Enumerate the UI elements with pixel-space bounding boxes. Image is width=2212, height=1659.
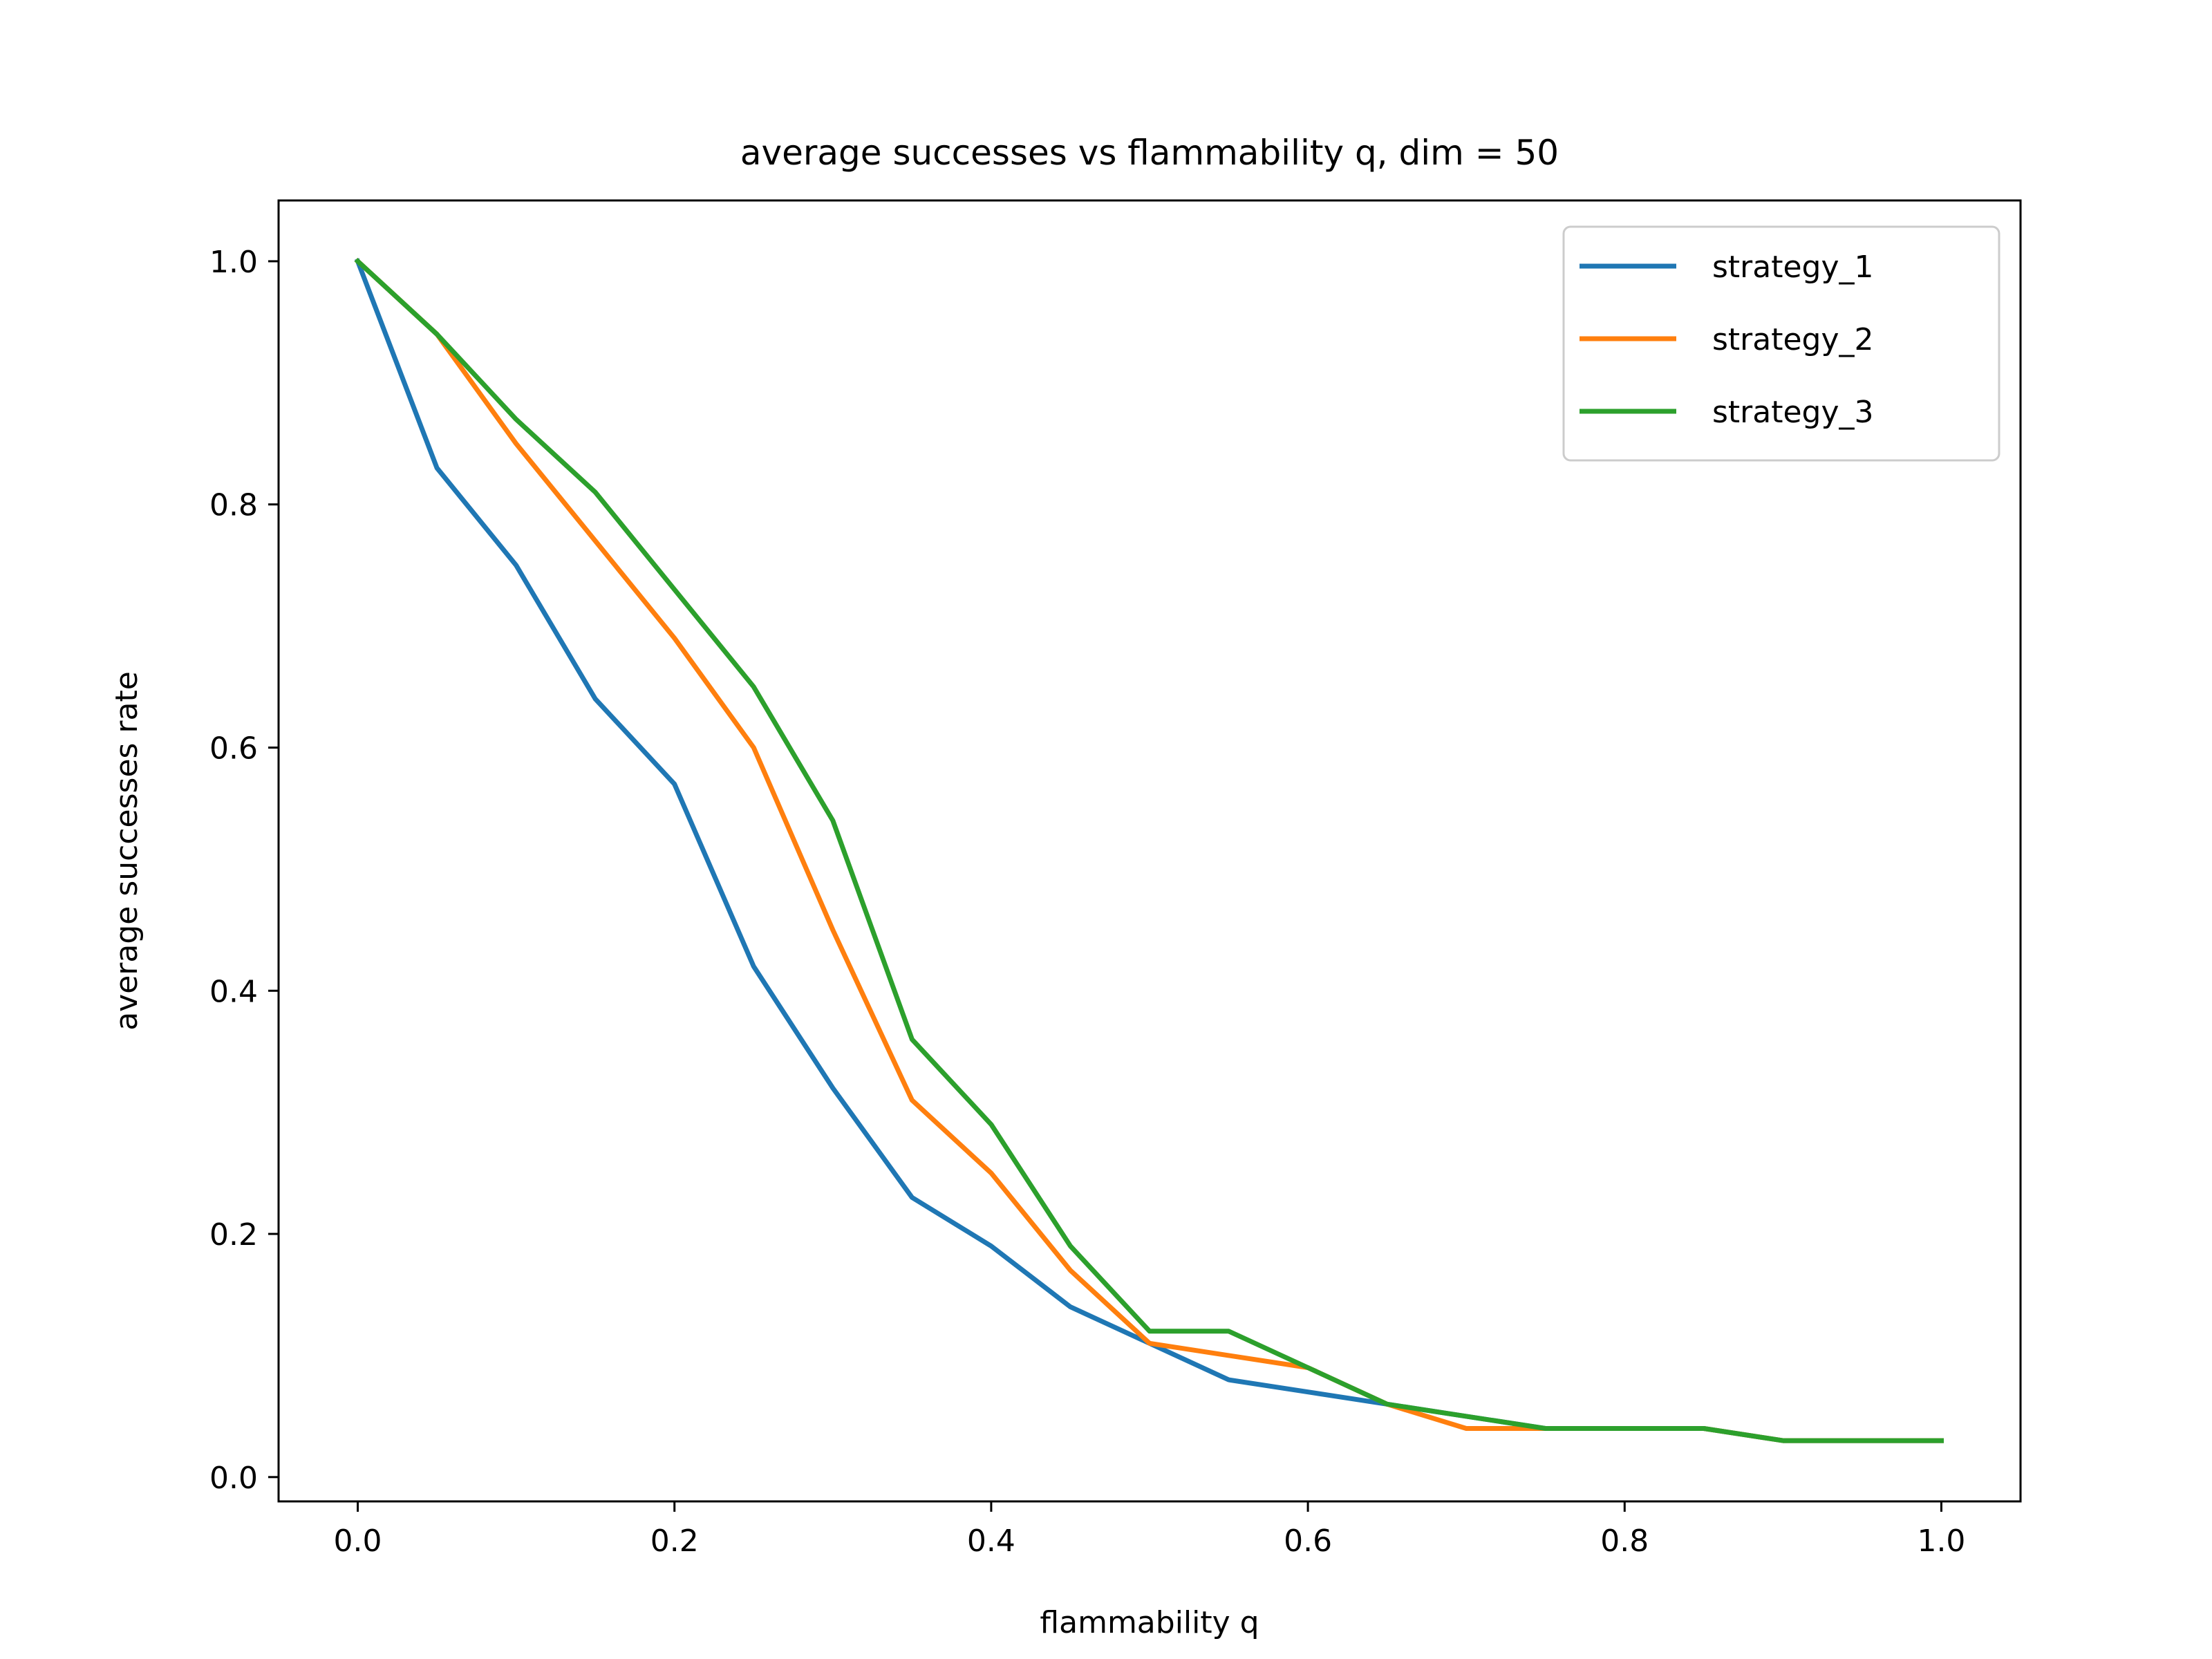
y-tick-label: 1.0 bbox=[209, 245, 258, 280]
y-axis-label: average successes rate bbox=[109, 671, 144, 1031]
chart-title: average successes vs flammability q, dim… bbox=[740, 133, 1559, 173]
x-axis-label: flammability q bbox=[1040, 1605, 1259, 1640]
x-tick-label: 0.0 bbox=[334, 1524, 382, 1559]
y-tick-label: 0.6 bbox=[209, 731, 258, 766]
plot-frame bbox=[277, 199, 2022, 1503]
x-tick-label: 0.2 bbox=[650, 1524, 699, 1559]
y-tick-label: 0.8 bbox=[209, 488, 258, 523]
legend-label-strategy-1: strategy_1 bbox=[1712, 250, 1874, 285]
tick-layer: 0.0 0.2 0.4 0.6 0.8 1.0 0.0 0.2 0.4 0.6 0.8 1.0 bbox=[209, 245, 1965, 1559]
x-tick-label: 0.8 bbox=[1600, 1524, 1649, 1559]
x-tick-label: 0.4 bbox=[967, 1524, 1015, 1559]
legend-label-strategy-2: strategy_2 bbox=[1712, 322, 1874, 357]
x-tick-label: 1.0 bbox=[1917, 1524, 1965, 1559]
series-line-strategy-3 bbox=[354, 257, 1944, 1443]
plot-layer bbox=[354, 257, 1944, 1443]
y-tick-label: 0.2 bbox=[209, 1217, 258, 1253]
y-tick-label: 0.4 bbox=[209, 974, 258, 1009]
y-tick-label: 0.0 bbox=[209, 1461, 258, 1496]
x-tick-label: 0.6 bbox=[1284, 1524, 1332, 1559]
legend-label-strategy-3: strategy_3 bbox=[1712, 395, 1874, 430]
legend-box bbox=[1562, 225, 2000, 462]
legend: strategy_1 strategy_2 strategy_3 bbox=[1562, 225, 2000, 462]
